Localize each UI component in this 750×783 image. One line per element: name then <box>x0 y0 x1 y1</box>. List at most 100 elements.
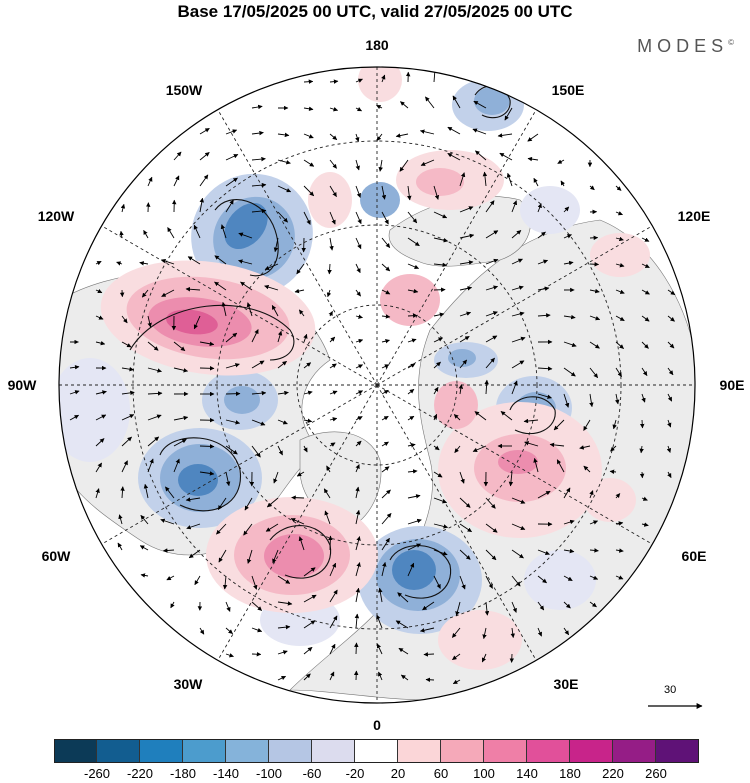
wind-vector <box>641 522 649 527</box>
wind-vector <box>327 263 332 275</box>
wind-vector <box>355 211 362 225</box>
wind-vector <box>459 359 468 369</box>
wind-vector <box>615 367 622 377</box>
wind-vector <box>459 172 466 187</box>
wind-vector <box>511 258 523 265</box>
wind-vector <box>381 185 387 200</box>
colorbar-tick-label: 260 <box>645 766 667 781</box>
colorbar-tick-label: 20 <box>390 766 406 781</box>
wind-vector <box>420 159 435 166</box>
lon-label-150e: 150E <box>552 82 585 98</box>
colorbar-swatch <box>269 739 312 763</box>
wind-vector <box>251 601 263 611</box>
wind-vector <box>303 185 315 197</box>
wind-vector <box>485 200 495 213</box>
wind-vector <box>277 419 288 425</box>
wind-vector <box>173 415 189 421</box>
wind-vector <box>378 671 383 681</box>
wind-vector <box>199 152 210 161</box>
wind-vector <box>667 471 672 478</box>
wind-vector <box>329 133 338 141</box>
wind-vector <box>609 469 617 475</box>
wind-vector <box>506 172 513 187</box>
positive-anomalies <box>100 67 650 670</box>
wind-vector <box>291 495 305 500</box>
lon-label-180: 180 <box>365 37 389 53</box>
wind-vector <box>459 260 474 265</box>
wind-vector <box>251 360 265 369</box>
wind-vector <box>95 414 107 421</box>
wind-vector <box>563 367 576 377</box>
wind-vector <box>485 285 499 291</box>
wind-vector <box>303 79 314 84</box>
wind-vector <box>485 258 499 265</box>
wind-vector <box>355 237 362 250</box>
wind-vector <box>277 390 289 396</box>
wind-vector <box>407 543 422 551</box>
wind-vector <box>355 536 361 551</box>
wind-vector <box>407 518 422 525</box>
wind-vector <box>199 444 215 449</box>
wind-vector <box>199 128 210 135</box>
wind-vector <box>458 384 464 395</box>
wind-vector <box>615 185 622 191</box>
wind-vector <box>537 203 542 213</box>
wind-vector <box>589 341 600 349</box>
wind-vector <box>433 361 441 369</box>
wind-vector <box>225 419 241 425</box>
wind-vector <box>199 471 215 476</box>
wind-vector <box>173 438 187 447</box>
wind-vector <box>251 627 263 633</box>
wind-vector <box>557 159 565 164</box>
wind-vector <box>185 286 201 292</box>
wind-vector <box>173 175 180 187</box>
wind-vector <box>329 79 339 84</box>
wind-vector <box>244 497 253 511</box>
wind-vector <box>355 78 363 83</box>
wind-vector <box>615 575 624 580</box>
wind-vector <box>485 549 497 561</box>
wind-vector <box>381 364 390 369</box>
wind-vector <box>407 338 417 343</box>
wind-vector <box>186 523 201 530</box>
wind-vector <box>381 389 389 395</box>
wind-vector <box>376 614 383 629</box>
wind-vector <box>549 442 565 448</box>
wind-vector <box>120 203 126 213</box>
wind-vector <box>355 390 364 395</box>
colorbar-swatch <box>183 739 226 763</box>
wind-vector <box>556 459 565 473</box>
wind-vector <box>238 232 253 239</box>
wind-vector <box>329 237 334 251</box>
colorbar-tick-label: 100 <box>473 766 495 781</box>
wind-vector <box>329 107 339 112</box>
wind-vector <box>193 315 201 330</box>
wind-vector <box>251 419 266 426</box>
wind-vector <box>173 458 180 473</box>
wind-vector <box>240 281 253 291</box>
wind-vector <box>139 261 149 266</box>
wind-vector <box>121 460 128 473</box>
wind-vector <box>433 575 441 589</box>
wind-vector <box>407 263 420 269</box>
wind-vector <box>329 159 337 169</box>
colorbar-swatch <box>613 739 656 763</box>
wind-vector <box>485 497 496 509</box>
wind-vector <box>472 128 487 135</box>
wind-vector <box>355 314 363 319</box>
wind-vector <box>497 133 513 138</box>
wind-vector <box>589 548 599 553</box>
wind-vector <box>95 260 102 266</box>
wind-vector <box>433 497 448 504</box>
wind-vector <box>433 549 448 556</box>
wind-vector <box>273 237 279 253</box>
wind-vector <box>667 341 675 349</box>
wind-vector <box>185 497 201 502</box>
wind-vector <box>329 562 337 577</box>
wind-vector <box>381 289 391 295</box>
wind-vector <box>251 329 259 343</box>
wind-vector <box>459 206 474 213</box>
wind-vector <box>639 445 644 454</box>
wind-vector <box>583 465 591 473</box>
wind-vector <box>225 363 240 369</box>
